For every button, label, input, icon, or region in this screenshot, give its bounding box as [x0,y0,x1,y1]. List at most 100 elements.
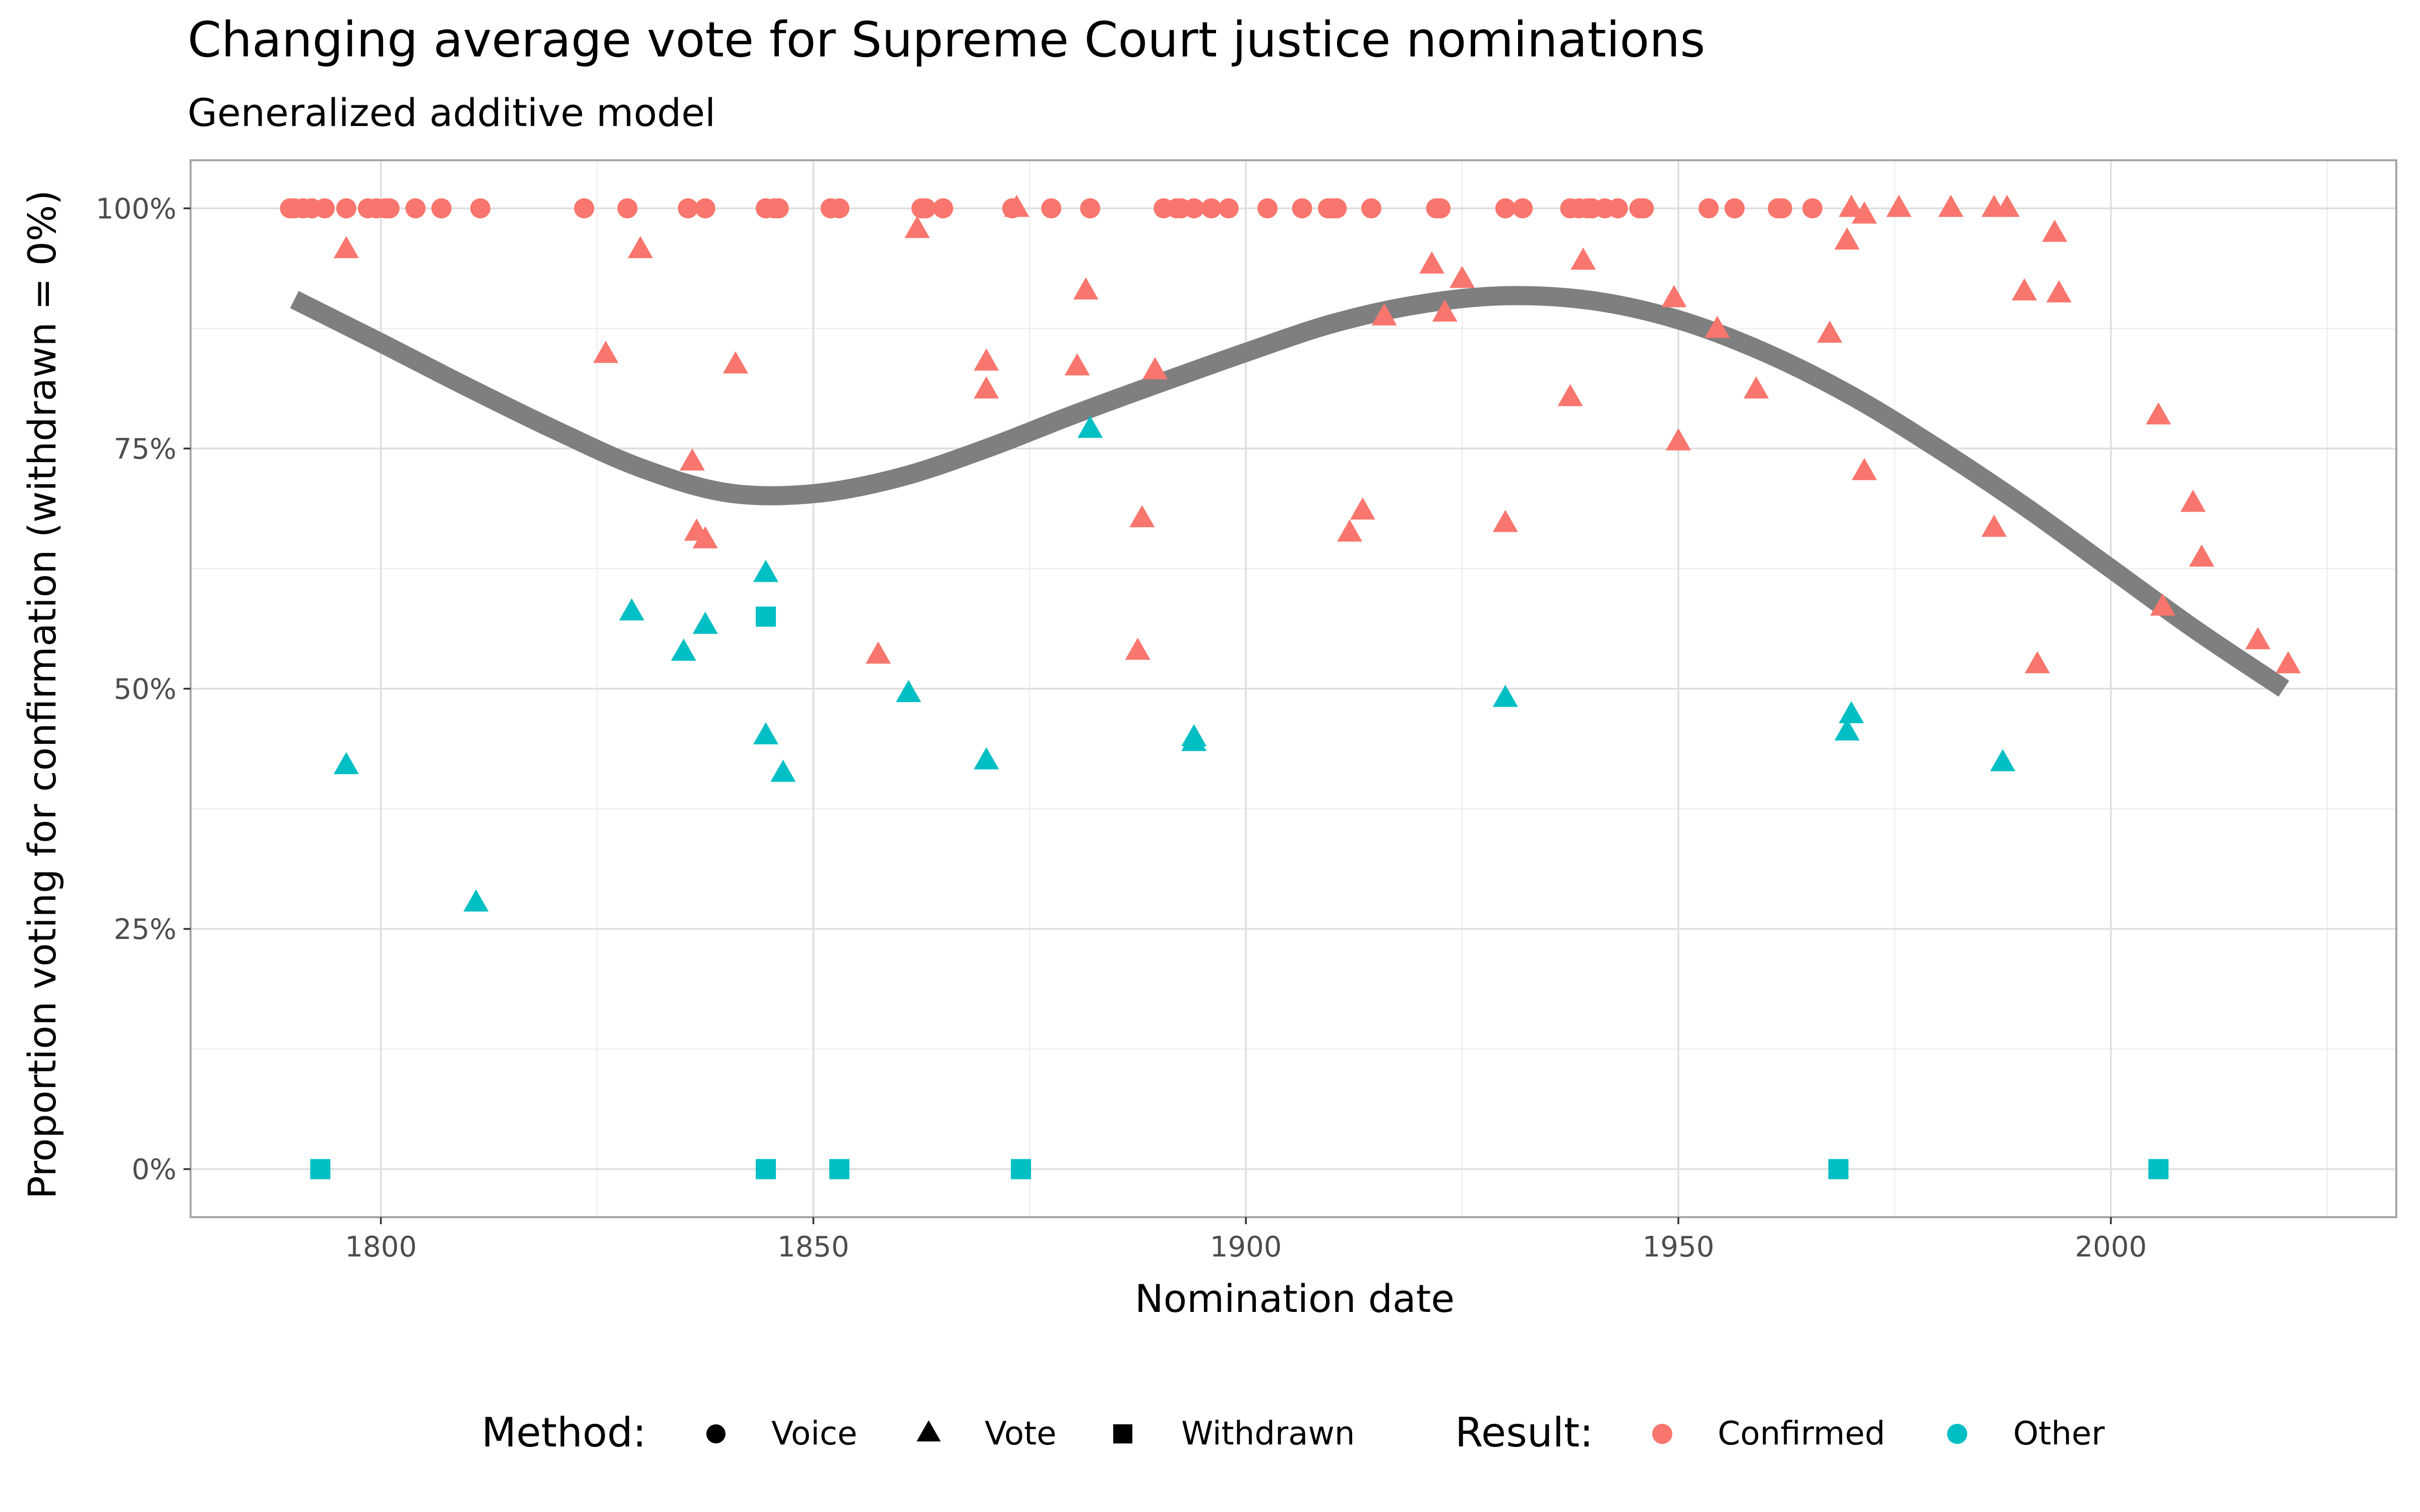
voice-confirmed-point [678,198,698,219]
y-tick-label: 0% [132,1154,176,1186]
vote-other-point [463,889,489,912]
x-tick-label: 1900 [1210,1231,1282,1264]
voice-confirmed-point [695,198,715,219]
y-axis-title: Proportion voting for confirmation (with… [20,190,65,1199]
voice-confirmed-point [1361,198,1381,219]
vote-confirmed-point [1064,353,1090,375]
vote-confirmed-point [1432,299,1458,322]
voice-confirmed-point [1292,198,1312,219]
vote-confirmed-point [1994,195,2020,217]
voice-confirmed-point [574,198,594,219]
vote-confirmed-point [1886,195,1912,217]
vote-other-point [1990,749,2016,772]
grid-lines [191,160,2396,1217]
vote-confirmed-point [2146,402,2171,425]
legend-vote-key [917,1420,941,1441]
vote-confirmed-point [1419,251,1445,274]
vote-confirmed-point [904,216,930,238]
vote-confirmed-point [1817,321,1843,343]
x-tick-label: 1800 [345,1231,417,1264]
vote-confirmed-point [1938,195,1964,217]
vote-confirmed-point [680,448,705,471]
chart-title: Changing average vote for Supreme Court … [188,12,1705,68]
voice-confirmed-point [1699,198,1719,219]
vote-confirmed-point [1142,357,1168,380]
vote-confirmed-point [2275,651,2301,673]
points-layer [280,195,2301,1179]
vote-other-point [671,639,696,661]
legend-withdrawn-label: Withdrawn [1181,1415,1355,1453]
voice-confirmed-point [1257,198,1278,219]
vote-confirmed-point [1350,497,1375,520]
voice-confirmed-point [1430,198,1451,219]
vote-other-point [1492,684,1518,707]
vote-confirmed-point [2150,593,2175,616]
vote-confirmed-point [1839,195,1864,217]
vote-confirmed-point [1004,195,1030,217]
vote-confirmed-point [2245,627,2271,650]
vote-confirmed-point [1125,638,1151,660]
voice-confirmed-point [916,198,936,219]
voice-confirmed-point [1607,198,1628,219]
legend-method-title: Method: [481,1409,646,1456]
x-tick-label: 2000 [2075,1231,2147,1264]
vote-confirmed-point [333,236,359,259]
withdrawn-other-point [1828,1159,1849,1179]
y-tick-label: 25% [114,913,176,946]
legend-voice-label: Voice [771,1415,857,1453]
vote-confirmed-point [2024,651,2050,673]
y-tick-label: 75% [114,433,176,466]
vote-confirmed-point [1661,285,1687,307]
vote-confirmed-point [722,351,748,374]
legend-result-title: Result: [1455,1409,1593,1456]
voice-confirmed-point [1041,198,1062,219]
vote-confirmed-point [974,348,999,371]
vote-confirmed-point [2012,278,2037,301]
withdrawn-other-point [310,1159,331,1179]
legend-voice-key [706,1424,725,1443]
legend: Method: Voice Vote Withdrawn Result: Con… [481,1409,2105,1456]
x-axis-title: Nomination date [1135,1276,1455,1321]
vote-confirmed-point [2042,219,2068,242]
vote-other-point [974,747,999,770]
vote-confirmed-point [1705,316,1730,338]
legend-confirmed-key [1652,1424,1672,1444]
vote-confirmed-point [1834,227,1860,250]
axes: 1800 1850 1900 1950 2000 0% 25% 50% 75% 100% [96,193,2147,1264]
withdrawn-other-point [1011,1159,1032,1179]
vote-confirmed-point [1665,428,1691,451]
legend-other-key [1947,1424,1967,1444]
vote-other-point [753,722,778,744]
voice-confirmed-point [1772,198,1792,219]
vote-confirmed-point [1981,515,2007,537]
voice-confirmed-point [933,198,953,219]
vote-confirmed-point [593,341,619,363]
withdrawn-other-point [755,606,776,627]
legend-other-label: Other [2013,1415,2105,1453]
legend-withdrawn-key [1113,1424,1132,1443]
vote-confirmed-point [865,641,891,664]
vote-confirmed-point [1337,519,1363,542]
gam-smooth-line [290,286,2289,697]
voice-confirmed-point [1495,198,1516,219]
voice-confirmed-point [1184,198,1204,219]
voice-confirmed-point [1201,198,1222,219]
legend-vote-label: Vote [985,1415,1056,1453]
legend-confirmed-label: Confirmed [1718,1415,1885,1453]
vote-other-point [1834,718,1860,741]
vote-confirmed-point [1449,266,1475,288]
voice-confirmed-point [1080,198,1101,219]
vote-confirmed-point [2189,544,2214,567]
vote-other-point [1077,415,1103,438]
voice-confirmed-point [1802,198,1823,219]
x-tick-label: 1850 [777,1231,850,1264]
voice-confirmed-point [470,198,491,219]
vote-confirmed-point [628,236,653,259]
voice-confirmed-point [379,198,400,219]
vote-confirmed-point [1371,303,1397,326]
voice-confirmed-point [1218,198,1239,219]
vote-confirmed-point [2180,489,2206,512]
smooth-curve-layer [290,286,2289,697]
chart-subtitle: Generalized additive model [188,90,715,135]
voice-confirmed-point [1326,198,1347,219]
